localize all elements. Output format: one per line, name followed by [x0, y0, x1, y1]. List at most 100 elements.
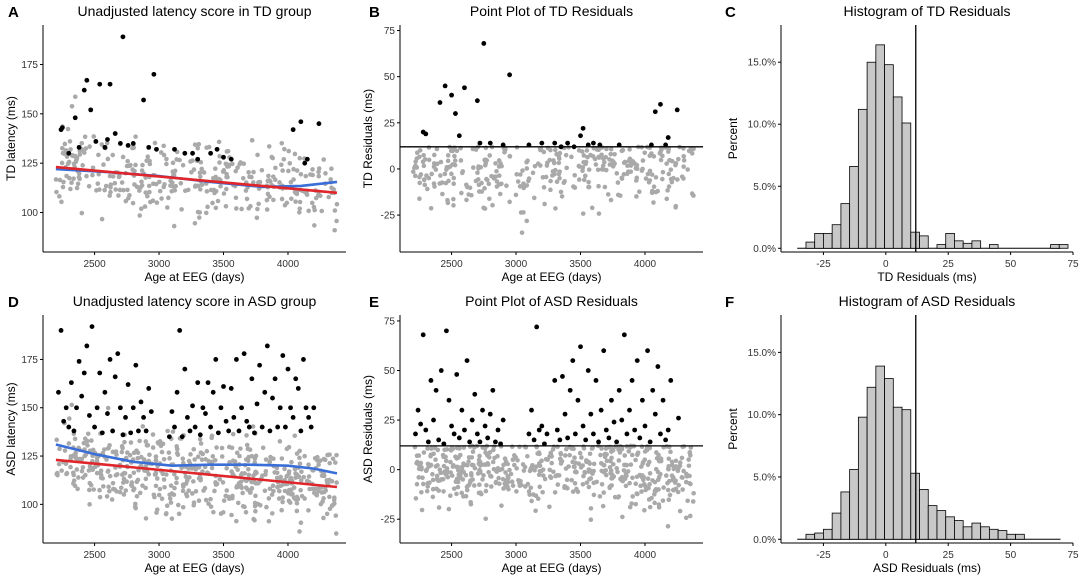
black-point — [270, 395, 275, 401]
grey-point — [595, 167, 601, 173]
grey-point — [125, 187, 130, 193]
grey-point — [646, 459, 652, 465]
black-point — [302, 160, 308, 166]
grey-point — [463, 493, 469, 499]
grey-point — [332, 460, 338, 465]
y-tick-label: 100 — [21, 208, 38, 219]
grey-point — [629, 452, 635, 458]
grey-point — [419, 489, 424, 495]
grey-point — [147, 189, 152, 195]
x-tick-label: 2500 — [83, 550, 106, 561]
grey-point — [311, 490, 317, 496]
grey-point — [170, 160, 176, 166]
grey-point — [297, 455, 302, 461]
black-point — [138, 399, 144, 405]
grey-point — [264, 207, 270, 212]
grey-point — [645, 476, 651, 481]
hist-bar — [814, 532, 824, 540]
x-tick-label: 4000 — [634, 550, 657, 561]
grey-point — [267, 459, 273, 464]
black-point — [544, 431, 550, 437]
x-tick-label: 0 — [883, 259, 889, 270]
grey-point — [564, 165, 570, 171]
grey-point — [301, 474, 306, 480]
grey-point — [61, 179, 66, 185]
grey-point — [178, 180, 184, 186]
hist-bar — [962, 526, 973, 540]
hist-bar — [988, 528, 999, 540]
black-point — [262, 389, 268, 395]
grey-point — [239, 206, 244, 212]
grey-point — [640, 461, 646, 466]
grey-point — [528, 465, 534, 471]
grey-point — [541, 473, 546, 478]
black-point — [221, 154, 226, 160]
grey-point — [564, 477, 570, 483]
black-point — [112, 374, 118, 380]
grey-point — [143, 190, 148, 195]
black-point — [84, 343, 90, 349]
grey-point — [135, 455, 141, 461]
hist-bar — [971, 522, 982, 540]
x-tick-label: -25 — [816, 550, 831, 561]
grey-point — [599, 481, 605, 487]
grey-point — [420, 475, 425, 481]
grey-point — [76, 475, 81, 480]
grey-point — [316, 192, 321, 198]
hist-bar — [988, 244, 999, 249]
black-point — [562, 411, 568, 417]
black-point — [627, 407, 632, 413]
black-point — [231, 415, 237, 420]
black-point — [531, 437, 537, 443]
grey-point — [316, 166, 322, 171]
black-point — [84, 77, 90, 83]
grey-point — [479, 180, 484, 186]
black-point — [197, 432, 203, 438]
grey-point — [572, 481, 578, 486]
grey-point — [425, 446, 430, 451]
grey-point — [247, 447, 253, 453]
grey-point — [180, 488, 186, 494]
grey-point — [609, 472, 615, 477]
grey-point — [623, 483, 629, 489]
grey-point — [195, 454, 201, 460]
grey-point — [630, 475, 635, 481]
grey-point — [581, 177, 587, 183]
grey-point — [251, 473, 256, 478]
grey-point — [128, 440, 134, 445]
grey-point — [247, 490, 253, 495]
grey-point — [54, 189, 59, 195]
grey-point — [266, 144, 272, 149]
grey-point — [174, 444, 180, 449]
hist-bar — [884, 64, 894, 249]
grey-point — [675, 177, 680, 182]
grey-point — [165, 428, 170, 434]
grey-point — [293, 475, 298, 480]
grey-point — [610, 461, 616, 467]
grey-point — [243, 457, 249, 462]
grey-point — [332, 227, 337, 233]
grey-point — [476, 189, 482, 194]
x-tick-label: 3500 — [212, 259, 235, 270]
y-tick-label: 10.0% — [748, 120, 776, 131]
grey-point — [647, 504, 653, 510]
black-point — [611, 419, 617, 425]
grey-point — [319, 473, 325, 478]
grey-point — [169, 180, 175, 185]
y-tick-label: 75 — [384, 316, 396, 327]
grey-point — [143, 485, 148, 491]
grey-point — [170, 429, 176, 434]
grey-point — [615, 192, 621, 198]
grey-point — [582, 173, 588, 179]
x-tick-label: 2500 — [440, 259, 463, 270]
grey-point — [477, 453, 482, 459]
grey-point — [457, 452, 463, 458]
grey-point — [496, 475, 501, 481]
black-point — [539, 423, 545, 429]
grey-point — [327, 506, 333, 512]
red-fit-line — [55, 458, 338, 489]
grey-point — [68, 186, 73, 192]
grey-point — [64, 470, 70, 476]
black-point — [493, 439, 498, 445]
black-point — [413, 431, 418, 437]
